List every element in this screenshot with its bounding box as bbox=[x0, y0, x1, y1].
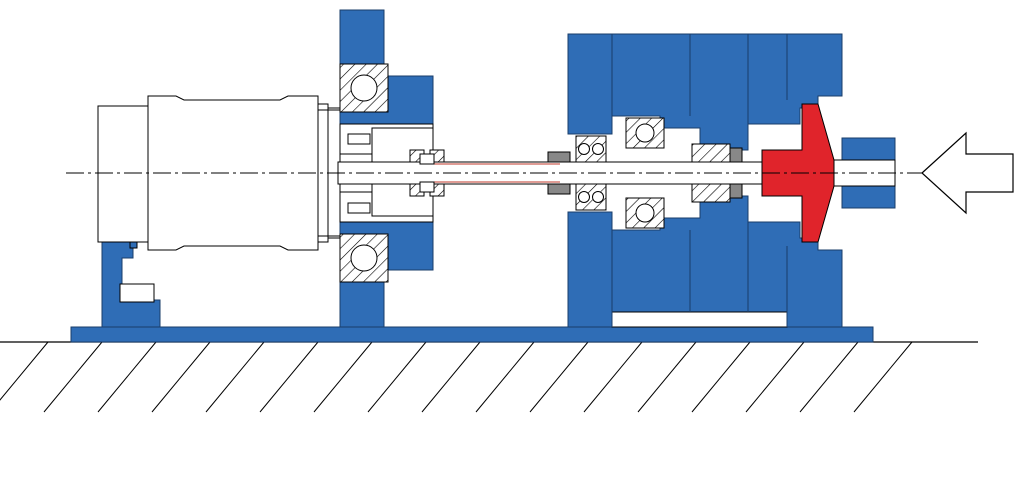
arrow-left-outline-icon bbox=[921, 131, 1014, 215]
ground-hatch-line bbox=[259, 341, 319, 413]
ground-hatch-line bbox=[529, 341, 589, 413]
ground-hatch-line bbox=[367, 341, 427, 413]
ground-hatch-line bbox=[691, 341, 751, 413]
ground-hatch-line bbox=[97, 341, 157, 413]
ground-hatch-line bbox=[583, 341, 643, 413]
pump-casing bbox=[567, 33, 896, 328]
ground-hatch-line bbox=[421, 341, 481, 413]
ball-bearing-top bbox=[339, 63, 389, 113]
shaft-coupling bbox=[409, 149, 445, 197]
ground-hatch-line bbox=[745, 341, 805, 413]
ground-hatch-line bbox=[0, 341, 49, 401]
ground-hatch-line bbox=[475, 341, 535, 413]
ground bbox=[0, 341, 978, 413]
ground-hatch-line bbox=[313, 341, 373, 413]
ground-hatch-line bbox=[43, 341, 103, 413]
ground-hatch-line bbox=[637, 341, 697, 413]
base-plate bbox=[70, 326, 874, 343]
ground-hatch-line bbox=[151, 341, 211, 413]
ground-hatch-line bbox=[799, 341, 859, 413]
ground-hatch-line bbox=[853, 341, 913, 413]
shaft-seal bbox=[547, 143, 743, 203]
ground-hatch-line bbox=[205, 341, 265, 413]
ball-bearing-bottom bbox=[339, 233, 389, 283]
ball-bearings-pump bbox=[575, 117, 665, 229]
